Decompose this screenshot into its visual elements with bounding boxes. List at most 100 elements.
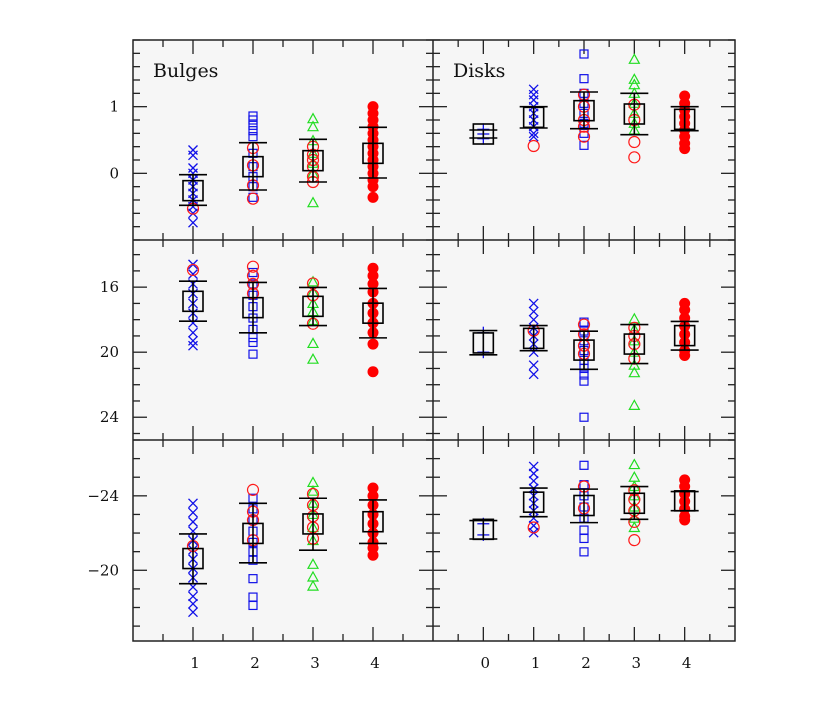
- x-tick-label: 1: [190, 654, 200, 672]
- group-summary: [299, 138, 327, 183]
- x-tick-label: 4: [370, 654, 380, 672]
- point-square: [248, 120, 258, 130]
- point-open-circle: [527, 139, 540, 153]
- mean-box: [673, 108, 696, 131]
- point-cross-stroke: [188, 598, 198, 609]
- x-tick-label: 4: [682, 654, 692, 672]
- group-summary: [299, 286, 327, 327]
- point-cross: [188, 607, 198, 618]
- point-cross: [188, 327, 198, 338]
- group-summary: [469, 123, 498, 145]
- group-summary: [519, 105, 548, 129]
- point-square: [579, 533, 589, 544]
- point-open-circle: [246, 260, 260, 273]
- point-cross: [188, 591, 198, 602]
- x-tick-label: 0: [481, 654, 491, 672]
- point-filled-circle: [367, 549, 379, 561]
- x-tick-label: 3: [632, 654, 642, 672]
- group-summary: [359, 499, 387, 545]
- group-summary: [670, 490, 699, 512]
- y-tick-label: −24: [87, 487, 119, 505]
- group-summary: [239, 141, 267, 191]
- point-cross-stroke: [188, 150, 198, 161]
- group-summary: [239, 502, 267, 564]
- point-cross: [528, 347, 539, 358]
- point-triangle: [306, 120, 320, 132]
- point-cross: [528, 468, 539, 479]
- point-cross-stroke: [188, 507, 198, 518]
- x-tick-label: 2: [581, 654, 591, 672]
- point-square: [579, 376, 589, 386]
- point-open-circle: [246, 269, 260, 282]
- point-triangle: [628, 366, 641, 378]
- point-cross-stroke: [188, 327, 198, 338]
- point-triangle: [306, 558, 320, 569]
- point-open-circle: [628, 151, 641, 164]
- point-cross: [528, 128, 539, 139]
- point-square: [579, 547, 589, 557]
- group-summary: [620, 323, 649, 365]
- point-cross-stroke: [528, 314, 539, 325]
- group-summary: [519, 487, 548, 518]
- point-square: [579, 140, 589, 150]
- panel-2-0: −24 −20 1 2 3 4: [87, 439, 433, 672]
- mean-box: [673, 490, 696, 512]
- point-cross: [188, 269, 198, 280]
- point-square: [579, 460, 589, 470]
- point-filled-circle: [367, 181, 379, 193]
- point-cross-stroke: [528, 128, 539, 139]
- mean-box: [472, 518, 495, 541]
- point-triangle: [306, 275, 320, 287]
- y-tick-label: 16: [100, 278, 119, 296]
- point-triangle: [306, 352, 320, 364]
- point-cross: [528, 369, 539, 380]
- point-filled-circle: [367, 191, 379, 203]
- mean-box: [182, 547, 204, 570]
- point-square: [248, 337, 258, 348]
- point-cross-stroke: [528, 461, 539, 472]
- point-square: [248, 115, 258, 125]
- point-cross: [188, 208, 198, 219]
- point-square: [248, 600, 258, 611]
- group-summary: [570, 91, 598, 130]
- point-cross: [528, 306, 539, 317]
- point-open-circle: [628, 534, 641, 547]
- point-cross: [528, 461, 539, 472]
- point-cross: [188, 598, 198, 609]
- panel-1-0: 16 20 24: [100, 240, 433, 440]
- point-square: [579, 317, 589, 327]
- group-summary: [620, 92, 649, 136]
- point-cross: [188, 498, 198, 509]
- mean-box: [472, 332, 495, 354]
- group-summary: [620, 485, 649, 521]
- group-summary: [570, 330, 598, 371]
- point-square: [579, 49, 589, 59]
- mean-box: [472, 123, 495, 145]
- mean-box: [573, 99, 595, 122]
- point-square: [248, 132, 258, 142]
- x-tick-label: 3: [310, 654, 320, 672]
- point-triangle: [628, 358, 641, 370]
- mean-box: [302, 295, 324, 318]
- point-cross-stroke: [528, 347, 539, 358]
- point-cross: [188, 507, 198, 518]
- y-tick-label: −20: [87, 561, 119, 579]
- mean-box: [623, 333, 646, 355]
- mean-box: [673, 324, 696, 347]
- mean-box: [362, 510, 384, 533]
- point-cross: [188, 340, 198, 351]
- point-triangle: [306, 579, 320, 591]
- point-open-circle: [577, 130, 591, 143]
- panel-0-0: 0 1 Bulges: [109, 39, 433, 241]
- point-cross-stroke: [188, 340, 198, 351]
- point-cross: [528, 513, 539, 524]
- point-filled-circle: [679, 304, 691, 316]
- point-cross: [188, 150, 198, 161]
- point-square: [579, 370, 589, 380]
- point-filled-circle: [367, 366, 379, 378]
- point-cross-stroke: [528, 306, 539, 317]
- point-triangle: [628, 73, 641, 84]
- point-cross: [528, 298, 539, 309]
- point-open-circle: [527, 521, 540, 534]
- point-cross: [528, 475, 539, 486]
